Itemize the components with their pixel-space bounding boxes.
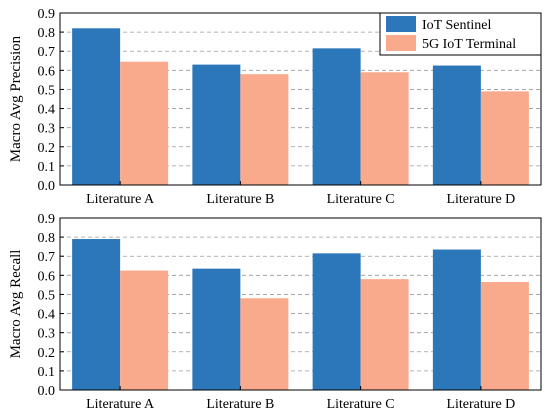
bar-iot-sentinel	[72, 28, 121, 185]
y-tick-label: 0.2	[38, 346, 56, 361]
plot-frame-top	[59, 217, 542, 391]
bar-iot-sentinel	[432, 249, 481, 390]
plot-frame-top	[59, 12, 542, 186]
y-axis-label: Macro Avg Precision	[8, 35, 24, 162]
bar-5g-iot-terminal	[480, 282, 529, 390]
bar-5g-iot-terminal	[120, 270, 169, 390]
y-tick-label: 0.5	[38, 288, 56, 303]
recall-chart: 0.0 0.1 0.2 0.3 0.4 0.5 0.6 0.7 0.8 0.9 Literature…	[8, 212, 542, 412]
y-tick-label: 0.0	[38, 179, 56, 194]
x-tick-label: Literature C	[327, 397, 395, 412]
y-tick-label: 0.3	[38, 122, 56, 137]
y-tick-label: 0.7	[38, 250, 56, 265]
bar-5g-iot-terminal	[480, 91, 529, 185]
legend-label: 5G IoT Terminal	[422, 37, 516, 52]
bar-iot-sentinel	[432, 65, 481, 185]
y-tick-label: 0.4	[38, 103, 56, 118]
x-tick-label: Literature B	[206, 192, 274, 207]
precision-chart: 0.0 0.1 0.2 0.3 0.4 0.5 0.6 0.7 0.8 0.9 Literature…	[8, 7, 542, 207]
bar-5g-iot-terminal	[240, 298, 289, 390]
legend: IoT Sentinel 5G IoT Terminal	[379, 12, 542, 56]
bar-iot-sentinel	[312, 253, 361, 390]
y-tick-label: 0.6	[38, 269, 56, 284]
y-tick-label: 0.1	[38, 365, 56, 380]
y-tick-label: 0.8	[38, 231, 56, 246]
bar-5g-iot-terminal	[240, 74, 289, 185]
legend-swatch	[386, 35, 416, 51]
y-tick-label: 0.7	[38, 45, 56, 60]
legend-swatch	[386, 16, 416, 32]
y-axis-label: Macro Avg Recall	[8, 250, 24, 359]
y-tick-label: 0.2	[38, 141, 56, 156]
y-tick-label: 0.4	[38, 308, 56, 323]
y-tick-label: 0.9	[38, 7, 56, 22]
legend-label: IoT Sentinel	[422, 18, 491, 33]
x-tick-label: Literature B	[206, 397, 274, 412]
y-tick-label: 0.6	[38, 64, 56, 79]
bar-iot-sentinel	[192, 64, 241, 185]
x-tick-label: Literature D	[446, 397, 515, 412]
y-tick-label: 0.5	[38, 83, 56, 98]
bar-5g-iot-terminal	[360, 72, 409, 185]
x-tick-label: Literature A	[86, 192, 155, 207]
bar-iot-sentinel	[312, 48, 361, 185]
bar-iot-sentinel	[72, 239, 121, 390]
x-tick-label: Literature D	[446, 192, 515, 207]
bar-5g-iot-terminal	[120, 61, 169, 185]
bar-iot-sentinel	[192, 268, 241, 390]
y-tick-label: 0.8	[38, 26, 56, 41]
x-tick-label: Literature C	[327, 192, 395, 207]
x-tick-label: Literature A	[86, 397, 155, 412]
bar-5g-iot-terminal	[360, 279, 409, 390]
y-tick-label: 0.1	[38, 160, 56, 175]
y-tick-label: 0.9	[38, 212, 56, 227]
y-tick-label: 0.0	[38, 384, 56, 399]
y-tick-label: 0.3	[38, 327, 56, 342]
